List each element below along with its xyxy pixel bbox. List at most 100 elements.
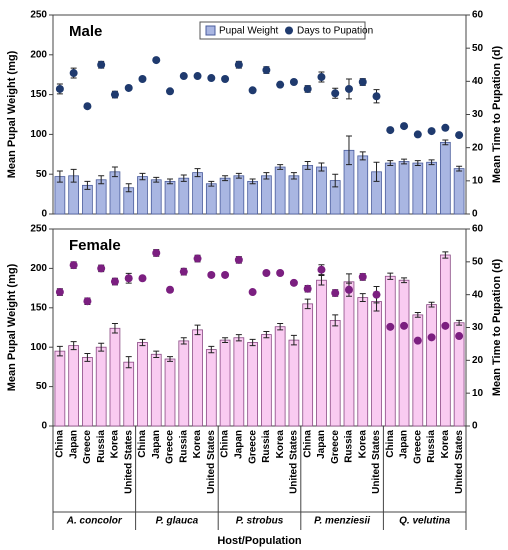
x-tick-label: United States: [371, 430, 382, 494]
dot: [276, 80, 285, 89]
group-label: Q. velutina: [399, 516, 451, 527]
dot: [413, 336, 422, 345]
error-bar: [139, 172, 146, 181]
error-bar: [359, 151, 366, 161]
bar: [205, 183, 217, 215]
legend-label: Days to Pupation: [297, 26, 373, 37]
x-tick-label: Japan: [399, 430, 410, 459]
bar: [357, 155, 369, 215]
dot: [97, 264, 106, 273]
group-label: P. menziesii: [314, 516, 370, 527]
bar: [371, 301, 382, 427]
bar: [288, 175, 300, 215]
x-tick-label: Korea: [110, 430, 121, 459]
y-tick-label: 150: [30, 89, 47, 100]
dot: [55, 288, 64, 297]
bar: [137, 176, 148, 215]
bar: [192, 172, 203, 215]
error-bar: [180, 337, 187, 345]
bar: [95, 179, 107, 215]
dot: [427, 333, 436, 342]
bar: [205, 349, 217, 427]
error-bar: [332, 173, 339, 188]
bar: [247, 342, 258, 427]
bar: [398, 161, 410, 215]
y2-tick-label: 40: [472, 289, 484, 300]
dot: [166, 285, 175, 294]
dot: [372, 92, 381, 101]
x-tick-label: Korea: [357, 430, 368, 459]
dot: [455, 131, 464, 140]
legend-swatch: [285, 26, 293, 35]
bar: [233, 175, 245, 215]
bar: [412, 162, 424, 215]
x-tick-label: Russia: [426, 430, 437, 463]
dot: [207, 270, 216, 279]
bar: [219, 177, 231, 215]
y-tick-label: 250: [30, 10, 47, 21]
x-tick-label: Japan: [68, 430, 79, 459]
error-bar: [318, 274, 325, 286]
dot: [152, 248, 161, 257]
bar: [150, 179, 162, 215]
dot: [358, 77, 367, 86]
x-tick-label: China: [137, 430, 148, 458]
error-bar: [263, 330, 270, 339]
bar: [164, 180, 176, 215]
bar: [384, 275, 396, 427]
error-bar: [442, 139, 449, 146]
y2-axis-label: Mean Time to Pupation (d): [491, 259, 503, 397]
error-bar: [456, 165, 463, 172]
dot: [179, 267, 188, 276]
dot: [427, 127, 436, 136]
error-bar: [235, 334, 242, 342]
dot: [138, 75, 147, 84]
x-tick-label: Russia: [261, 430, 272, 463]
bar: [316, 279, 327, 427]
bar: [219, 339, 231, 427]
bar: [95, 346, 107, 427]
error-bar: [456, 319, 463, 326]
error-bar: [401, 158, 408, 165]
error-bar: [84, 353, 91, 362]
error-bar: [290, 172, 297, 180]
error-bar: [263, 172, 270, 180]
error-bar: [84, 180, 91, 190]
error-bar: [304, 298, 311, 310]
dot: [207, 74, 216, 83]
dot: [248, 288, 257, 297]
bar: [274, 326, 286, 427]
dot: [69, 69, 78, 78]
y2-tick-label: 10: [472, 388, 484, 399]
y2-tick-label: 20: [472, 142, 484, 153]
dot: [248, 86, 257, 95]
dot: [289, 278, 298, 287]
dot: [441, 123, 450, 132]
dot: [110, 277, 119, 286]
error-bar: [167, 178, 174, 185]
error-bar: [139, 338, 146, 347]
x-tick-label: Greece: [330, 430, 341, 464]
error-bar: [442, 251, 449, 259]
dot: [441, 321, 450, 330]
dot: [179, 72, 188, 81]
group-label: P. strobus: [236, 516, 284, 527]
dot: [221, 270, 230, 279]
bar: [426, 161, 437, 215]
x-tick-label: China: [220, 430, 231, 458]
error-bar: [125, 356, 132, 369]
x-tick-label: Japan: [316, 430, 327, 459]
x-tick-label: United States: [123, 430, 134, 494]
dot: [386, 126, 395, 135]
y2-tick-label: 40: [472, 76, 484, 87]
error-bar: [277, 164, 284, 170]
error-bar: [277, 323, 284, 331]
error-bar: [318, 162, 325, 172]
dot: [344, 285, 353, 294]
bar: [261, 175, 272, 215]
error-bar: [208, 180, 215, 187]
dot: [83, 297, 92, 306]
dot: [152, 56, 161, 65]
error-bar: [359, 293, 366, 302]
